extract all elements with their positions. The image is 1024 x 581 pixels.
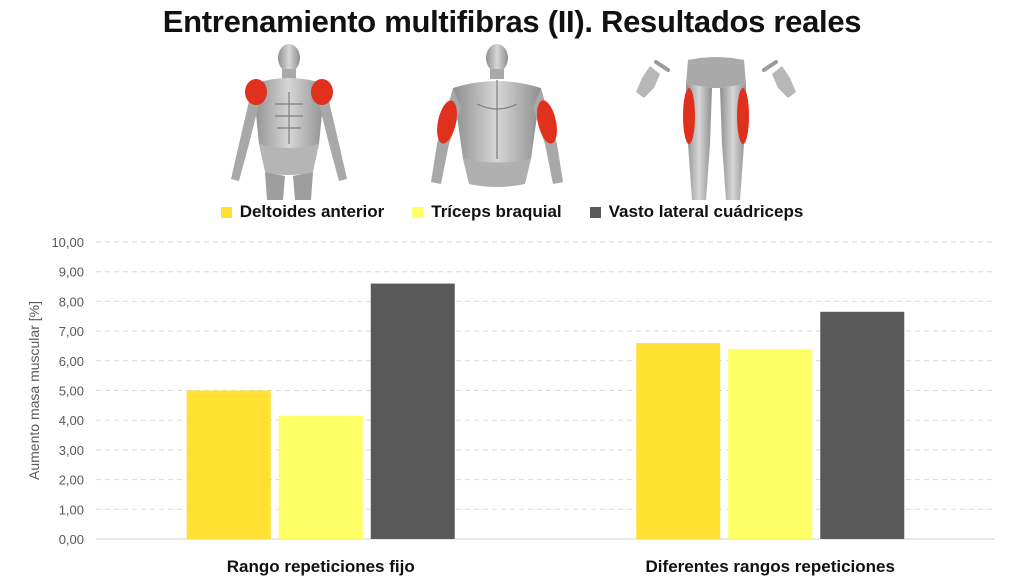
bar-chart: 0,00 1,00 2,00 3,00 4,00 5,00 6,00 7,00 8,00 9,00… [26,235,995,576]
y-tick-label: 1,00 [59,502,84,517]
bar-triceps [278,415,363,539]
front-muscles-deltoid-figure [231,44,347,200]
legend-item-deltoides: Deltoides anterior [220,202,385,222]
legend-swatch-deltoides [220,206,232,218]
bar-triceps [728,348,813,539]
y-tick-label: 8,00 [59,294,84,309]
y-tick-label: 3,00 [59,443,84,458]
y-tick-label: 5,00 [59,384,84,399]
y-tick-label: 7,00 [59,324,84,339]
chart-title: Entrenamiento multifibras (II). Resultad… [162,4,862,39]
back-muscles-triceps-figure [431,44,563,187]
legend-label-triceps: Tríceps braquial [431,202,562,221]
y-tick-label: 9,00 [59,265,84,280]
legend-item-vasto: Vasto lateral cuádriceps [589,202,804,222]
y-tick-label: 2,00 [59,473,84,488]
legend-label-vasto: Vasto lateral cuádriceps [608,202,804,221]
bar-deltoides [636,342,721,539]
bar-vasto [370,283,455,539]
muscle-figures [231,44,796,200]
left-hand-icon [636,60,670,98]
y-tick-label: 4,00 [59,413,84,428]
bar-deltoides [186,390,271,539]
y-tick-label: 10,00 [51,235,84,250]
x-category-label: Diferentes rangos repeticiones [646,557,895,576]
y-tick-label: 0,00 [59,532,84,547]
y-tick-label: 6,00 [59,354,84,369]
legend-item-triceps: Tríceps braquial [412,202,562,222]
right-hand-icon [762,60,796,98]
x-category-label: Rango repeticiones fijo [227,557,415,576]
legend-label-deltoides: Deltoides anterior [239,202,385,221]
legend-swatch-triceps [412,206,424,218]
bar-vasto [820,311,905,539]
leg-muscles-vastus-lateralis-figure [636,57,796,200]
chart-legend: Deltoides anterior Tríceps braquial Vast… [0,202,1024,222]
legend-swatch-vasto [589,206,601,218]
y-axis-label: Aumento masa muscular [%] [26,301,42,480]
